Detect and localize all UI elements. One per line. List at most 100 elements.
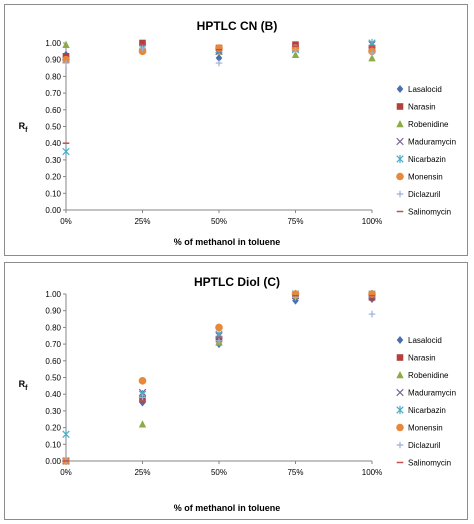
chart-panel-cn: HPTLC CN (B) % of methanol in toluene Rf… [4,4,468,256]
y-axis-label: Rf [19,379,29,392]
data-point [215,59,223,67]
data-point [139,398,146,407]
x-axis-label: % of methanol in toluene [174,237,281,247]
legend-entry: Maduramycin [396,137,456,147]
legend-marker [396,423,404,432]
series-monensin [62,290,376,465]
data-point [368,54,376,62]
legend-entry: Salinomycin [396,459,451,468]
legend-marker [396,190,404,198]
legend-entry: Nicarbazin [396,154,446,164]
data-point [215,323,223,332]
y-tick-label: 0.20 [45,173,61,182]
legend-entry: Maduramycin [396,388,456,398]
data-point [62,147,70,156]
legend-marker [396,441,404,449]
data-point [215,54,223,63]
series-lasalocid [62,295,376,465]
x-tick-label: 100% [362,468,382,477]
legend-label: Nicarbazin [408,406,446,415]
y-axis-label-sub: f [25,385,28,392]
legend-label: Maduramycin [408,389,456,398]
chart-cn-svg: HPTLC CN (B) % of methanol in toluene Rf… [19,19,456,247]
legend-marker [396,137,404,146]
y-tick-label: 0.40 [45,139,61,148]
legend-label: Nicarbazin [408,155,446,164]
series-maduramycin [62,291,376,465]
legend-marker [396,371,404,379]
series-nicarbazin [62,289,376,439]
data-point [291,50,300,58]
y-tick-label: 0.00 [45,457,61,466]
data-point [139,39,146,47]
y-tick-label: 0.50 [45,374,61,383]
legend-label: Salinomycin [408,208,451,217]
legend-marker [396,405,404,415]
y-tick-label: 0.90 [45,307,61,316]
legend-marker [396,336,404,344]
x-tick-label: 50% [211,468,227,477]
data-point [292,296,299,305]
legend-entry: Nicarbazin [396,405,446,415]
data-point [215,337,223,345]
legend-label: Monensin [408,424,443,433]
data-point [215,44,223,52]
legend-label: Monensin [408,173,443,182]
legend-entry: Robenidine [396,371,449,380]
legend-entry: Salinomycin [396,208,451,217]
legend-entry: Monensin [396,423,443,433]
series-salinomycin [62,294,376,462]
legend-entry: Monensin [396,173,443,182]
y-tick-label: 0.30 [45,156,61,165]
legend-label: Narasin [408,354,436,363]
y-tick-label: 1.00 [45,39,61,48]
legend-entry: Diclazuril [396,441,441,450]
legend-label: Narasin [408,103,436,112]
legend-entry: Narasin [396,103,436,112]
chart-panel-diol: HPTLC Diol (C) % of methanol in toluene … [4,262,468,520]
data-point [368,310,376,318]
y-tick-label: 0.40 [45,390,61,399]
y-tick-label: 0.50 [45,123,61,132]
y-axis-label: Rf [19,121,29,134]
data-point [292,46,299,53]
y-axis-label-main: R [19,121,26,131]
data-point [62,55,70,64]
legend-label: Robenidine [408,371,449,380]
data-point [138,377,147,385]
series-narasin [62,292,376,465]
y-tick-label: 0.80 [45,323,61,332]
y-tick-label: 0.90 [45,56,61,65]
series-robenidine [62,290,376,465]
data-point [62,59,70,67]
y-axis-label-sub: f [25,127,28,134]
legend-label: Diclazuril [408,441,441,450]
legend-label: Salinomycin [408,459,451,468]
y-tick-label: 1.00 [45,290,61,299]
data-point [138,47,147,56]
y-tick-label: 0.60 [45,106,61,115]
series-diclazuril [62,44,376,67]
legend-entry: Robenidine [396,120,449,129]
legend-marker [396,388,404,397]
y-tick-label: 0.10 [45,189,61,198]
legend-marker [396,154,404,164]
y-tick-label: 0.20 [45,424,61,433]
legend-label: Maduramycin [408,138,456,147]
y-tick-label: 0.70 [45,89,61,98]
chart-diol-svg: HPTLC Diol (C) % of methanol in toluene … [19,275,456,513]
y-tick-label: 0.60 [45,357,61,366]
x-tick-label: 25% [134,468,150,477]
legend-entry: Diclazuril [396,190,441,199]
legend-marker [396,120,404,128]
data-point [62,430,70,439]
series-salinomycin [62,43,376,144]
legend-marker [396,103,404,110]
legend-entry: Lasalocid [396,85,442,94]
y-tick-label: 0.00 [45,206,61,215]
data-point [368,290,376,298]
data-point [62,40,70,48]
legend-label: Lasalocid [408,85,442,94]
legend-label: Diclazuril [408,190,441,199]
legend-label: Robenidine [408,120,449,129]
